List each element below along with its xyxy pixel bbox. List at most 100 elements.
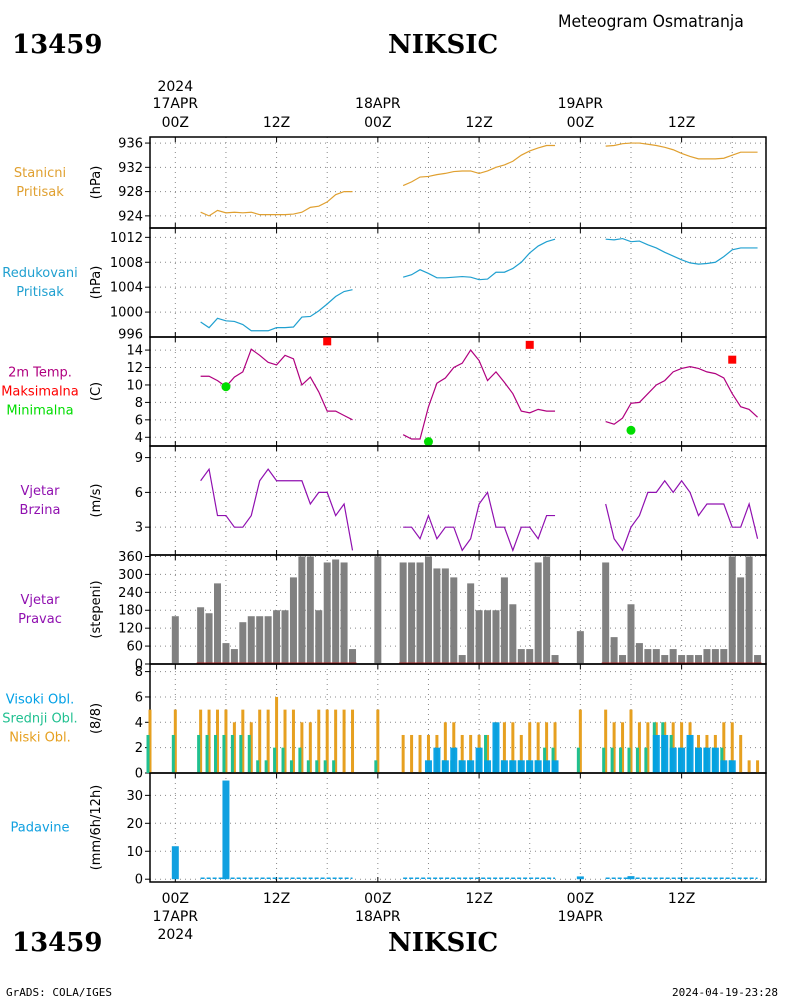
cloud-low-bar — [519, 734, 523, 773]
cloud-mid-bar — [171, 734, 175, 773]
direction-bar — [239, 622, 247, 664]
direction-bar — [475, 610, 483, 664]
cloud-low-bar — [283, 709, 287, 773]
cloud-high-bar — [678, 747, 686, 773]
cloud-low-bar — [756, 760, 760, 773]
y-tick-label: 932 — [118, 161, 143, 176]
cloud-high-bar — [509, 760, 517, 773]
panel-frame — [149, 336, 767, 447]
direction-bar — [281, 610, 289, 664]
cloud-low-bar — [502, 722, 506, 773]
cloud-mid-bar — [281, 747, 285, 773]
cloud-mid-bar — [576, 747, 580, 773]
tmax-marker — [525, 340, 534, 349]
y-tick-label: 20 — [126, 817, 143, 832]
direction-bar — [686, 655, 694, 664]
cloud-low-bar — [578, 709, 582, 773]
direction-bar — [289, 577, 297, 664]
cloud-high-bar — [694, 747, 702, 773]
direction-bar — [484, 610, 492, 664]
cloud-low-bar — [629, 709, 633, 773]
cloud-mid-bar — [306, 760, 310, 773]
cloud-low-bar — [351, 709, 355, 773]
cloud-high-bar — [728, 760, 736, 773]
cloud-low-bar — [739, 734, 743, 773]
direction-bar — [652, 649, 660, 664]
cloud-low-bar — [637, 722, 641, 773]
cloud-high-bar — [458, 760, 466, 773]
hour-label-bottom: 12Z — [263, 891, 290, 907]
y-tick-label: 9 — [135, 451, 143, 466]
hour-label-top: 12Z — [465, 115, 492, 131]
direction-bar — [703, 649, 711, 664]
direction-bar — [720, 649, 728, 664]
y-tick-label: 936 — [118, 137, 143, 152]
direction-bar — [509, 604, 517, 664]
cloud-low-bar — [300, 722, 304, 773]
y-tick-label: 12 — [126, 361, 143, 376]
series-label: Vjetar — [21, 593, 61, 608]
direction-bar — [408, 562, 416, 664]
cloud-low-bar — [452, 722, 456, 773]
y-tick-label: 4 — [135, 431, 143, 446]
series-label: Srednji Obl. — [2, 712, 77, 727]
cloud-mid-bar — [273, 747, 277, 773]
cloud-low-bar — [646, 722, 650, 773]
footer-timestamp: 2024-04-19-23:28 — [672, 986, 778, 999]
direction-bar — [543, 556, 551, 664]
direction-bar — [399, 562, 407, 664]
station-id-bottom: 13459 — [12, 928, 103, 958]
cloud-high-bar — [669, 747, 677, 773]
cloud-low-bar — [486, 734, 490, 773]
hour-label-bottom: 12Z — [668, 891, 695, 907]
cloud-high-bar — [526, 760, 534, 773]
precip-bar — [222, 780, 230, 880]
day-label-bottom: 19APR — [558, 909, 604, 925]
station-id-top: 13459 — [12, 30, 103, 60]
y-tick-label: 180 — [118, 604, 143, 619]
cloud-low-bar — [730, 722, 734, 773]
y-tick-label: 1000 — [110, 306, 143, 321]
panel-pressure — [145, 136, 767, 229]
series-label: Padavine — [11, 821, 70, 836]
direction-bar — [602, 562, 610, 664]
cloud-low-bar — [308, 722, 312, 773]
cloud-high-bar — [467, 760, 475, 773]
hour-label-top: 12Z — [668, 115, 695, 131]
cloud-low-bar — [376, 709, 380, 773]
cloud-low-bar — [671, 722, 675, 773]
cloud-low-bar — [241, 709, 245, 773]
direction-bar — [694, 655, 702, 664]
tmin-marker — [423, 437, 433, 447]
cloud-low-bar — [536, 722, 540, 773]
cloud-low-bar — [232, 722, 236, 773]
panel-reduced — [145, 227, 767, 338]
year-label-top: 2024 — [157, 79, 193, 95]
y-tick-label: 360 — [118, 550, 143, 565]
y-tick-label: 3 — [135, 521, 143, 536]
direction-bar — [247, 616, 255, 664]
direction-bar — [661, 655, 669, 664]
cloud-low-bar — [511, 722, 515, 773]
precip-bar — [576, 876, 584, 880]
cloud-mid-bar — [602, 747, 606, 773]
cloud-high-bar — [543, 760, 551, 773]
direction-bar — [737, 577, 745, 664]
cloud-high-bar — [475, 747, 483, 773]
cloud-low-bar — [528, 722, 532, 773]
y-tick-label: 300 — [118, 568, 143, 583]
panel-temperature — [145, 336, 767, 447]
panel-wind_direction — [145, 554, 767, 665]
panel-frame — [149, 227, 767, 338]
direction-bar — [323, 562, 331, 664]
hour-label-top: 00Z — [364, 115, 391, 131]
cloud-high-bar — [686, 734, 694, 773]
station-name-bottom: NIKSIC — [388, 928, 499, 958]
direction-bar — [576, 631, 584, 664]
direction-bar — [517, 649, 525, 664]
direction-bar — [669, 649, 677, 664]
direction-bar — [332, 559, 340, 664]
y-tick-label: 6 — [135, 486, 143, 501]
direction-bar — [264, 616, 272, 664]
series-line — [402, 144, 556, 187]
